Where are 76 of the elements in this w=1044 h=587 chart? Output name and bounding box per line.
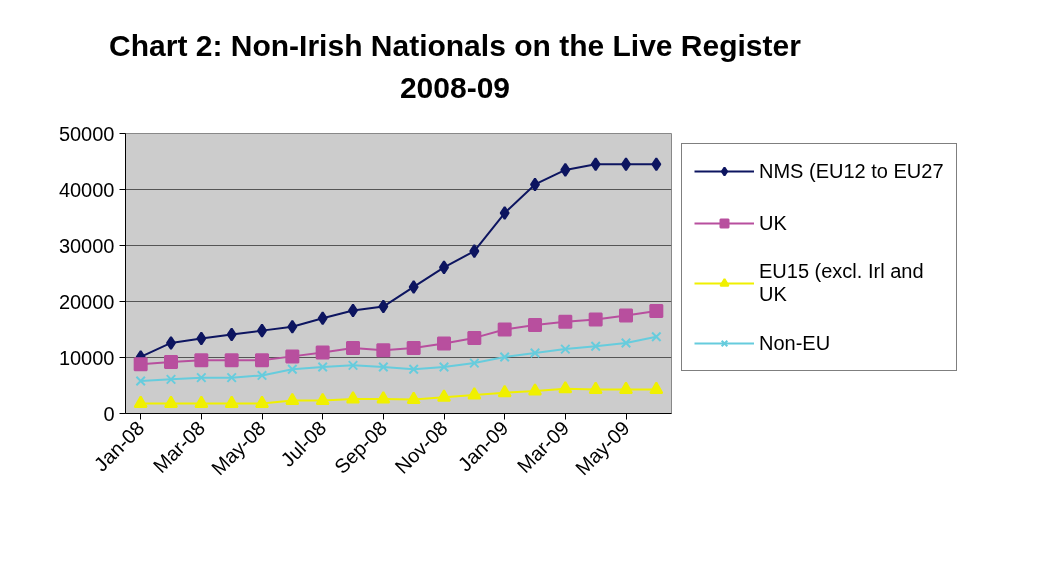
point	[558, 314, 573, 329]
point	[317, 311, 328, 326]
point	[649, 381, 664, 394]
point	[315, 345, 330, 360]
chart-title: Chart 2: Non-Irish Nationals on the Live Register 2008-09	[108, 28, 802, 106]
point	[408, 364, 419, 375]
point	[196, 331, 207, 346]
point	[469, 357, 480, 369]
point	[619, 308, 633, 323]
point	[558, 380, 573, 394]
point	[255, 353, 269, 368]
point	[133, 357, 148, 372]
point	[467, 330, 482, 345]
y-tick-label: 40000	[58, 178, 115, 201]
legend-label: Non-EU	[759, 330, 831, 356]
point	[649, 304, 664, 319]
legend-label: EU15 (excl. Irl and UK	[759, 260, 924, 306]
legend-label: UK	[759, 210, 787, 236]
point	[317, 361, 328, 373]
point	[135, 375, 146, 387]
point	[590, 341, 601, 352]
point	[497, 322, 512, 337]
point	[619, 381, 633, 394]
point	[469, 244, 480, 259]
point	[499, 351, 510, 363]
y-tick-label: 30000	[58, 234, 115, 257]
point	[133, 395, 148, 408]
point	[378, 299, 389, 314]
point	[528, 318, 542, 333]
point	[194, 353, 209, 368]
point	[408, 279, 419, 294]
point	[529, 347, 541, 359]
point	[224, 395, 239, 408]
point	[620, 337, 632, 349]
point	[437, 336, 451, 351]
point	[255, 395, 269, 408]
point	[164, 395, 178, 408]
point	[588, 312, 603, 327]
point	[287, 364, 298, 375]
point	[560, 343, 571, 355]
point	[347, 360, 359, 371]
point	[467, 387, 482, 400]
point	[376, 343, 391, 358]
point	[315, 392, 330, 406]
point	[194, 395, 209, 408]
point	[651, 157, 662, 172]
point	[406, 391, 421, 404]
y-tick-label: 50000	[58, 122, 115, 145]
point	[285, 349, 300, 364]
point	[438, 361, 450, 373]
y-tick-label: 0	[103, 402, 115, 425]
point	[406, 340, 421, 355]
point	[256, 370, 268, 381]
point	[346, 391, 360, 404]
point	[590, 157, 601, 172]
y-tick-label: 20000	[58, 290, 115, 313]
point	[226, 327, 237, 342]
legend-label: NMS (EU12 to EU27	[759, 158, 944, 184]
point	[560, 162, 571, 177]
point	[437, 389, 451, 402]
point	[376, 391, 391, 404]
point	[196, 372, 207, 383]
point	[226, 372, 237, 383]
point	[528, 383, 542, 396]
point	[285, 392, 300, 406]
point	[164, 354, 178, 369]
point	[499, 206, 510, 221]
point	[224, 353, 239, 368]
point	[497, 384, 512, 398]
point	[346, 340, 360, 355]
point	[651, 331, 662, 343]
point	[588, 381, 603, 394]
point	[287, 319, 298, 334]
y-tick-label: 10000	[58, 346, 115, 369]
point	[165, 374, 177, 385]
point	[378, 361, 389, 373]
